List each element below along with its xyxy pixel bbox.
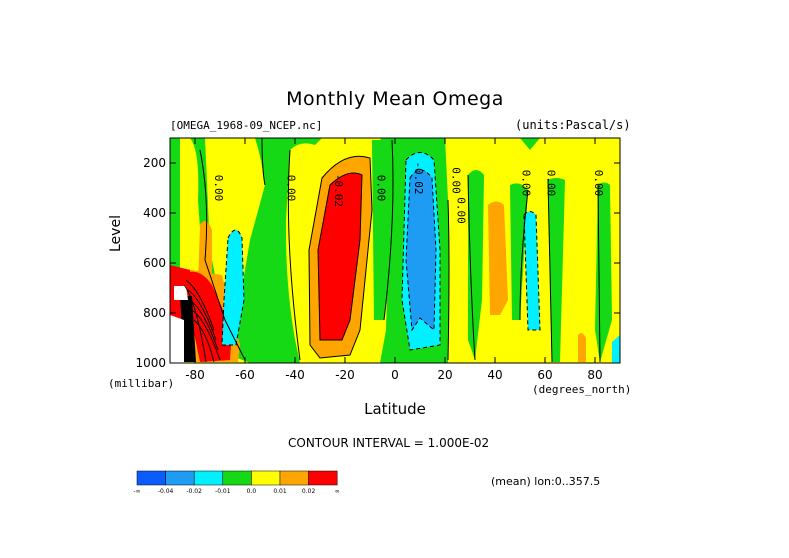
contour-label: -0.02 bbox=[332, 174, 345, 207]
y-tick-label: 600 bbox=[143, 256, 166, 270]
colorbar-label: 0.02 bbox=[302, 488, 316, 495]
x-axis-unit: (degrees_north) bbox=[532, 383, 632, 396]
x-tick-label: 20 bbox=[437, 368, 452, 382]
colorbar-label: -0.02 bbox=[186, 488, 202, 495]
x-tick-label: 60 bbox=[537, 368, 552, 382]
mean-longitude-note: (mean) lon:0..357.5 bbox=[491, 475, 601, 488]
contour-label: 0.00 bbox=[450, 167, 463, 194]
colorbar-swatch bbox=[136, 470, 166, 486]
colorbar-label: -∞ bbox=[133, 488, 140, 495]
contour-labels: 0.00 0.00 -0.02 0.00 -0.02 0.00 0.00 0.00 0.00 0.… bbox=[212, 161, 605, 223]
colorbar-label: 0.01 bbox=[273, 488, 287, 495]
colorbar-label: 0.0 bbox=[247, 488, 257, 495]
units-label: (units:Pascal/s) bbox=[515, 118, 631, 132]
contour-label: 0.00 bbox=[375, 175, 388, 202]
contour-label: 0.00 bbox=[285, 175, 298, 202]
dataset-label: [OMEGA_1968-09_NCEP.nc] bbox=[170, 119, 323, 132]
y-axis-unit: (millibar) bbox=[108, 377, 175, 390]
contour-label: 0.00 bbox=[545, 170, 558, 197]
x-tick-label: -60 bbox=[235, 368, 255, 382]
y-tick-label: 200 bbox=[143, 156, 166, 170]
contour-field bbox=[170, 138, 620, 363]
colorbar-swatch bbox=[165, 470, 195, 486]
colorbar-label: ∞ bbox=[335, 488, 340, 495]
x-axis-title: Latitude bbox=[364, 400, 426, 418]
contour-label: 0.00 bbox=[455, 197, 468, 224]
contour-label: 0.00 bbox=[592, 170, 605, 197]
colorbar-label: -0.04 bbox=[158, 488, 174, 495]
x-tick-label: -20 bbox=[335, 368, 355, 382]
colorbar-swatch bbox=[193, 470, 224, 486]
x-tick-label: -80 bbox=[185, 368, 205, 382]
contour-label: 0.00 bbox=[212, 175, 225, 202]
x-tick-label: 40 bbox=[487, 368, 502, 382]
y-tick-label: 1000 bbox=[135, 356, 166, 370]
y-tick-label: 800 bbox=[143, 306, 166, 320]
colorbar-swatch bbox=[279, 470, 309, 486]
colorbar: -∞ -0.04 -0.02 -0.01 0.0 0.01 0.02 ∞ bbox=[133, 470, 340, 495]
colorbar-swatch bbox=[251, 470, 281, 486]
colorbar-label: -0.01 bbox=[215, 488, 231, 495]
colorbar-swatch bbox=[308, 470, 338, 486]
y-tick-label: 400 bbox=[143, 206, 166, 220]
colorbar-swatch bbox=[222, 470, 252, 486]
contour-label: 0.00 bbox=[520, 170, 533, 197]
x-axis: -80 -60 -40 -20 0 20 40 60 80 bbox=[185, 138, 603, 382]
y-axis: 200 400 600 800 1000 bbox=[135, 156, 620, 370]
contour-interval-label: CONTOUR INTERVAL = 1.000E-02 bbox=[288, 436, 490, 450]
contour-label: -0.02 bbox=[412, 161, 425, 194]
chart-title: Monthly Mean Omega bbox=[286, 88, 504, 110]
x-tick-label: 80 bbox=[587, 368, 602, 382]
x-tick-label: 0 bbox=[391, 368, 399, 382]
x-tick-label: -40 bbox=[285, 368, 305, 382]
